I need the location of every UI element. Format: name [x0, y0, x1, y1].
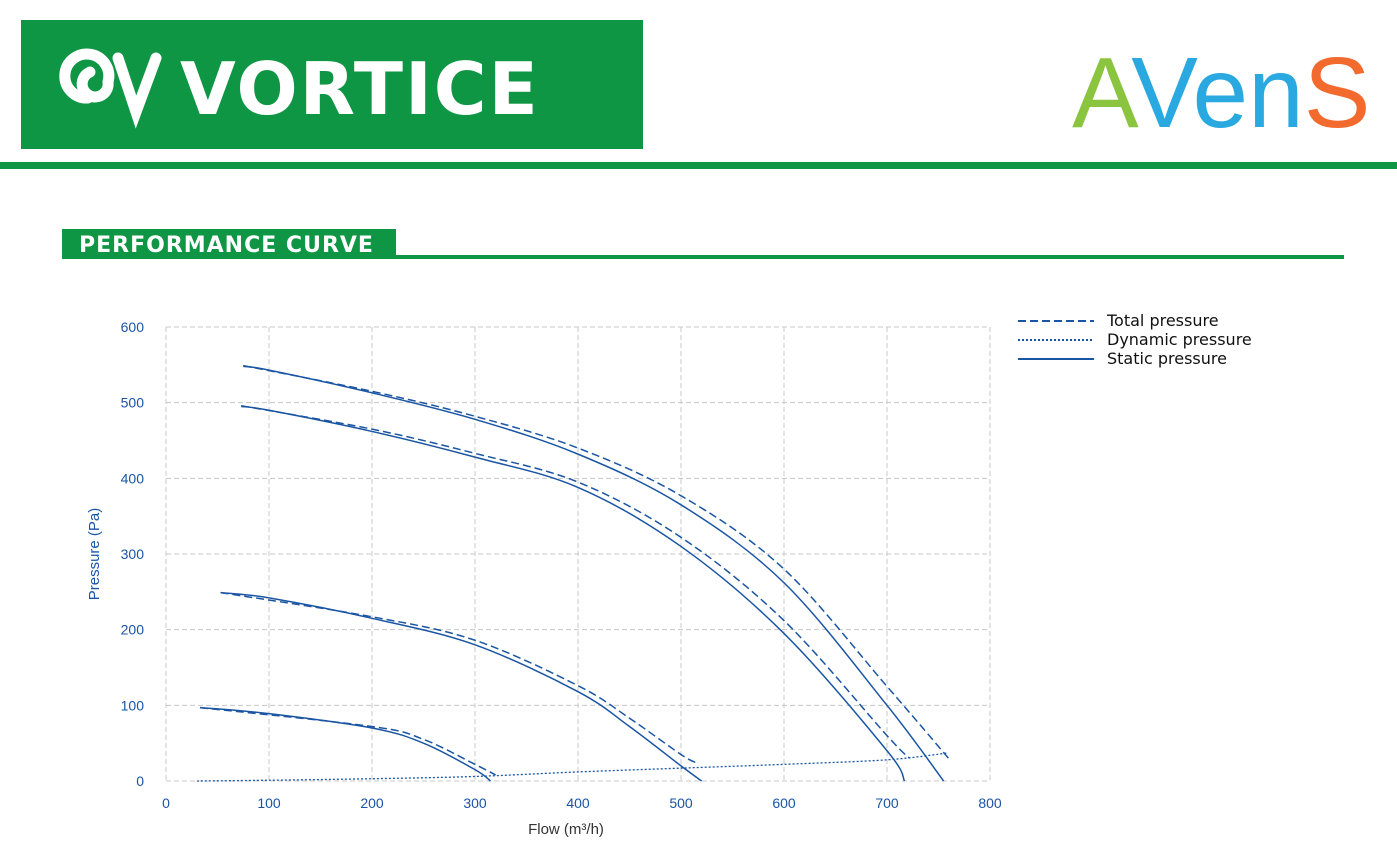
x-tick-label: 600 — [772, 795, 796, 811]
y-tick-label: 300 — [121, 546, 145, 562]
partner-part: A — [1072, 37, 1139, 149]
x-tick-label: 500 — [669, 795, 693, 811]
x-axis-label: Flow (m³/h) — [528, 821, 604, 838]
legend-label: Static pressure — [1107, 349, 1227, 368]
y-tick-label: 400 — [121, 470, 145, 486]
section-box — [62, 229, 396, 259]
x-tick-label: 800 — [978, 795, 1002, 811]
brand-name: VORTICE — [180, 47, 540, 131]
pressure-curve — [199, 706, 491, 782]
x-tick-label: 700 — [875, 795, 899, 811]
section-title: PERFORMANCE CURVE — [79, 233, 374, 258]
header-rule — [0, 162, 1397, 169]
y-tick-label: 200 — [121, 622, 145, 638]
chart: 0 100 200 300 400 500 600 0 100 200 300 400 500 600 70… — [86, 311, 1252, 838]
partner-part: Ven — [1131, 37, 1303, 149]
partner-logo: AVenS — [1072, 37, 1370, 149]
x-tick-label: 400 — [566, 795, 590, 811]
pressure-curve — [199, 706, 496, 776]
legend-label: Dynamic pressure — [1107, 330, 1252, 349]
x-tick-label: 100 — [257, 795, 281, 811]
pressure-curve — [220, 591, 703, 782]
y-tick-label: 0 — [136, 773, 144, 789]
pressure-curve — [241, 405, 906, 782]
legend-label: Total pressure — [1106, 311, 1219, 330]
pressure-curve — [241, 404, 911, 759]
x-tick-label: 0 — [162, 795, 170, 811]
y-axis-label: Pressure (Pa) — [86, 508, 103, 601]
section-rule — [396, 255, 1344, 259]
pressure-curve — [196, 752, 948, 782]
pressure-curve — [243, 364, 951, 761]
x-tick-label: 300 — [463, 795, 487, 811]
partner-part: S — [1304, 37, 1371, 149]
y-tick-label: 600 — [121, 319, 145, 335]
y-tick-label: 500 — [121, 395, 145, 411]
x-tick-label: 200 — [360, 795, 384, 811]
pressure-curve — [243, 365, 945, 782]
y-tick-label: 100 — [121, 697, 145, 713]
pressure-curve — [220, 591, 697, 764]
brand-icon — [59, 48, 162, 129]
